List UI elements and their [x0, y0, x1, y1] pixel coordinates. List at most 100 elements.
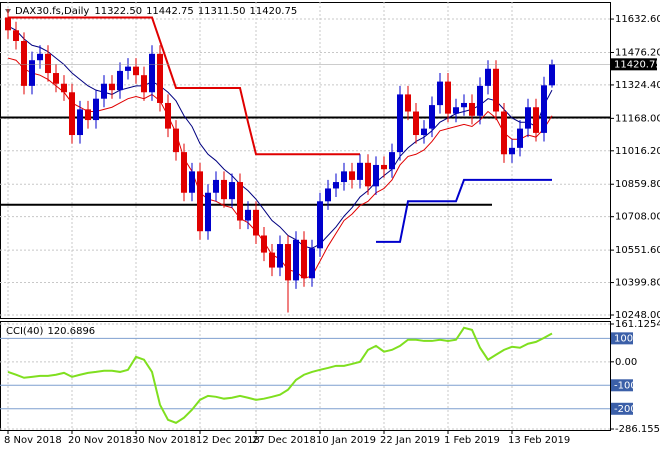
- candle-body: [501, 111, 507, 155]
- candle-body: [181, 152, 187, 193]
- candle-body: [133, 66, 139, 76]
- x-tick-label: 10 Jan 2019: [316, 435, 376, 446]
- candle-body: [445, 81, 451, 114]
- x-tick-label: 30 Nov 2018: [132, 435, 196, 446]
- level-tag: [611, 402, 633, 415]
- line: [7, 25, 553, 249]
- level-label: -200: [614, 404, 637, 415]
- level-label: -100: [614, 380, 637, 391]
- y-tick-label: 0.00: [615, 357, 637, 368]
- candle-body: [53, 73, 59, 84]
- price-tag: [611, 58, 657, 71]
- candle-body: [533, 107, 539, 133]
- candle-body: [269, 252, 275, 268]
- candle-body: [261, 235, 267, 253]
- candle-body: [333, 182, 339, 189]
- candle-body: [301, 239, 307, 279]
- candle-body: [5, 17, 11, 31]
- chart-header: DAX30.fs,Daily 11322.50 11442.75 11311.50 11…: [15, 6, 297, 17]
- candle-body: [549, 64, 555, 86]
- candle-body: [61, 83, 67, 93]
- candle-body: [29, 60, 35, 86]
- candle-body: [109, 83, 115, 91]
- line: [376, 178, 552, 243]
- x-tick-label: 13 Feb 2019: [508, 435, 570, 446]
- candle-body: [165, 102, 171, 129]
- candle-body: [285, 244, 291, 281]
- candle-body: [293, 239, 299, 281]
- candle-body: [141, 75, 147, 93]
- candle-body: [117, 70, 123, 91]
- cci-title: CCI(40): [6, 326, 44, 337]
- candle-body: [357, 162, 363, 180]
- candle-body: [397, 94, 403, 153]
- x-tick-label: 8 Nov 2018: [4, 435, 62, 446]
- candle-body: [173, 128, 179, 153]
- level-tag: [611, 379, 633, 392]
- y-tick-label: 11632.60: [615, 14, 660, 25]
- candle-body: [509, 147, 515, 155]
- price-panel: [0, 2, 611, 319]
- y-tick-label: 161.1254: [615, 319, 660, 330]
- candle-body: [325, 188, 331, 202]
- y-tick-label: 11324.40: [615, 80, 660, 91]
- candle-body: [429, 105, 435, 129]
- y-tick-label: 10708.00: [615, 212, 660, 223]
- candle-body: [45, 53, 51, 74]
- candle-body: [21, 40, 27, 86]
- candle-body: [309, 248, 315, 279]
- candle-body: [85, 109, 91, 121]
- ohlc-label: 11442.75: [146, 6, 194, 17]
- candle-body: [93, 98, 99, 121]
- y-tick-label: 10248.00: [615, 310, 660, 321]
- candle-body: [277, 244, 283, 268]
- chart-title: DAX30.fs,Daily: [15, 6, 89, 17]
- candle-body: [485, 68, 491, 86]
- line: [7, 326, 553, 424]
- candle-body: [213, 179, 219, 193]
- ohlc-label: 11322.50: [94, 6, 142, 17]
- candle-body: [341, 171, 347, 183]
- candle-body: [13, 30, 19, 41]
- candle-body: [125, 66, 131, 71]
- candle-body: [349, 171, 355, 180]
- candle-body: [413, 111, 419, 136]
- candle-body: [405, 94, 411, 112]
- y-tick-label: 11016.20: [615, 146, 660, 157]
- candle-body: [477, 85, 483, 116]
- candle-body: [221, 179, 227, 200]
- candle-body: [541, 85, 547, 133]
- y-tick-label: 10551.60: [615, 245, 660, 256]
- x-tick-label: 27 Dec 2018: [252, 435, 316, 446]
- candle-body: [237, 182, 243, 221]
- y-tick-label: -286.1557: [615, 424, 660, 435]
- candle-body: [517, 128, 523, 148]
- y-tick-label: 11168.00: [615, 113, 660, 124]
- cci-panel: [0, 321, 611, 431]
- candle-body: [365, 162, 371, 187]
- candle-body: [317, 201, 323, 249]
- x-tick-label: 1 Feb 2019: [444, 435, 500, 446]
- candle-body: [381, 164, 387, 170]
- candle-body: [189, 171, 195, 193]
- candle-body: [453, 107, 459, 114]
- candle-body: [253, 209, 259, 236]
- y-tick-label: 10859.80: [615, 179, 660, 190]
- candle-body: [149, 53, 155, 93]
- y-tick-label: 10399.80: [615, 278, 660, 289]
- candle-body: [437, 81, 443, 106]
- candle-body: [373, 164, 379, 187]
- ohlc-label: 11420.75: [250, 6, 298, 17]
- cci-last-value: 120.6896: [47, 326, 95, 337]
- candle-body: [493, 68, 499, 112]
- candle-body: [77, 109, 83, 136]
- y-tick-label: 11476.20: [615, 47, 660, 58]
- candle-body: [101, 83, 107, 99]
- candle-body: [37, 53, 43, 61]
- candle-body: [461, 102, 467, 108]
- price-tag-label: 11420.75: [614, 59, 660, 70]
- candle-body: [469, 102, 475, 116]
- line: [8, 16, 360, 156]
